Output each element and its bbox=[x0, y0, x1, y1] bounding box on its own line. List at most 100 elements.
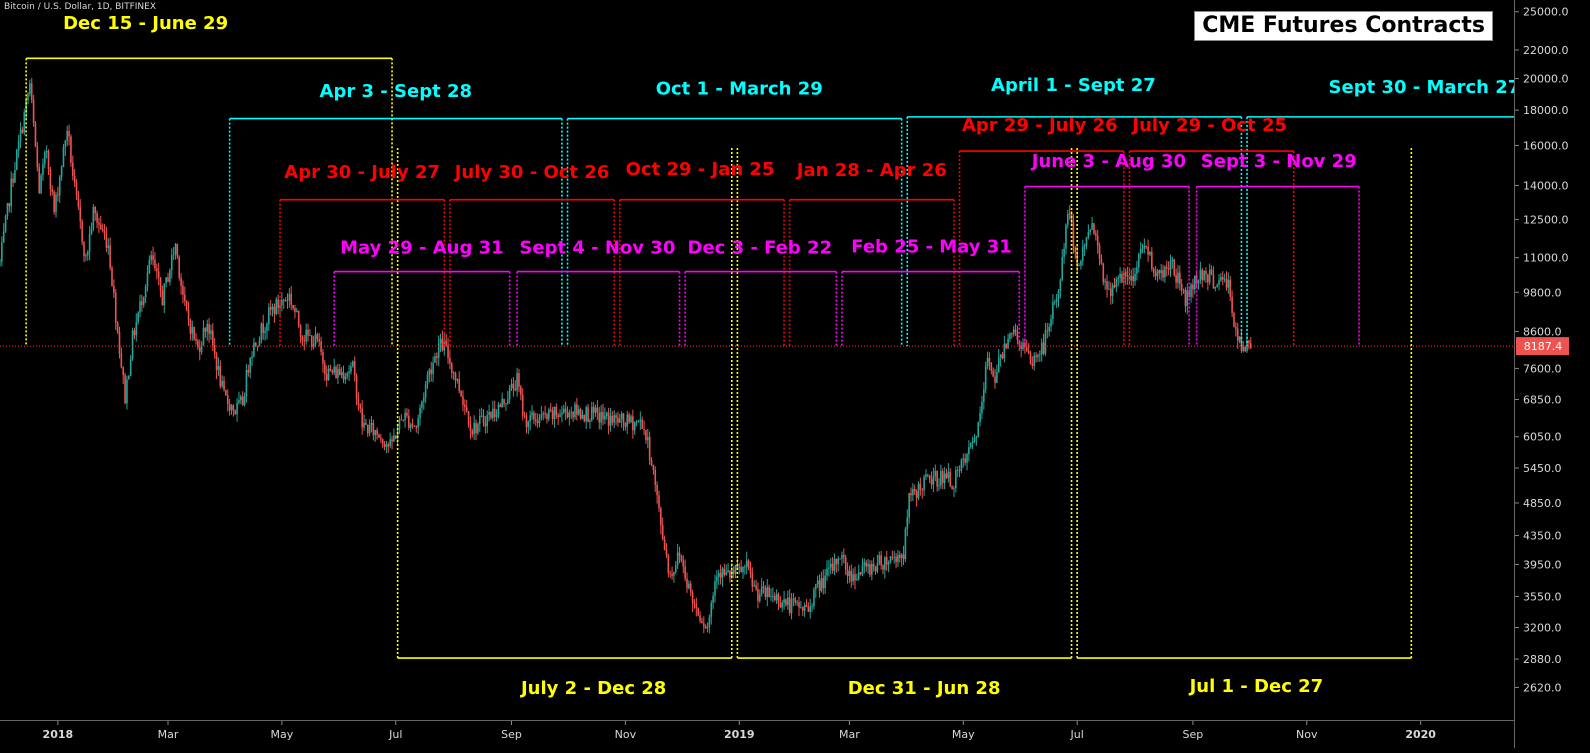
candle bbox=[40, 173, 42, 195]
candle bbox=[68, 124, 70, 146]
candle bbox=[253, 337, 255, 358]
candle bbox=[137, 311, 139, 325]
candle bbox=[79, 198, 82, 230]
candle bbox=[1147, 239, 1149, 263]
candle bbox=[486, 410, 489, 434]
candle bbox=[72, 155, 74, 181]
time-tick-label: May bbox=[271, 728, 294, 741]
candle bbox=[570, 406, 573, 420]
candle bbox=[256, 345, 259, 352]
candle bbox=[633, 421, 636, 435]
candle bbox=[594, 404, 597, 417]
candle bbox=[921, 487, 924, 499]
candle bbox=[811, 603, 813, 612]
candle bbox=[889, 555, 892, 564]
candle bbox=[62, 143, 65, 168]
candle bbox=[1156, 268, 1159, 282]
candle bbox=[210, 324, 212, 341]
candle bbox=[645, 429, 647, 444]
candle bbox=[318, 332, 321, 347]
candle bbox=[96, 210, 98, 229]
candle bbox=[697, 607, 699, 617]
candle bbox=[818, 574, 821, 598]
candle bbox=[757, 582, 759, 609]
candle bbox=[988, 352, 991, 371]
candle bbox=[191, 320, 194, 341]
candle bbox=[353, 356, 356, 382]
candle bbox=[167, 272, 169, 283]
candle bbox=[271, 303, 274, 317]
contract-label: Sept 3 - Nov 29 bbox=[1201, 151, 1357, 172]
price-tick-label: 25000.0 bbox=[1523, 6, 1569, 19]
candle bbox=[245, 364, 248, 403]
candle bbox=[533, 410, 535, 425]
candle bbox=[38, 163, 41, 194]
candle bbox=[624, 422, 627, 431]
candle bbox=[523, 411, 526, 419]
candle bbox=[1089, 228, 1092, 236]
candle bbox=[1022, 338, 1024, 352]
candle bbox=[559, 409, 561, 418]
candles-layer bbox=[0, 78, 1252, 634]
candle bbox=[673, 571, 675, 583]
contract-bracket-magenta bbox=[1024, 185, 1190, 347]
candle bbox=[501, 392, 503, 408]
candle bbox=[564, 401, 567, 421]
contract-label: July 29 - Oct 25 bbox=[1130, 115, 1287, 136]
candle bbox=[1009, 332, 1011, 343]
candle bbox=[36, 141, 39, 172]
candle bbox=[430, 361, 433, 382]
contract-label: Sept 30 - March 27 bbox=[1329, 77, 1521, 98]
candle bbox=[359, 403, 362, 413]
price-tick-label: 20000.0 bbox=[1523, 73, 1569, 86]
candle bbox=[897, 549, 899, 567]
candle bbox=[92, 203, 95, 232]
candle bbox=[374, 429, 377, 442]
candle bbox=[1001, 351, 1004, 360]
candle bbox=[243, 392, 246, 407]
price-axis[interactable]: 25000.0 22000.0 20000.0 18000.0 16000.0 14000… bbox=[1514, 0, 1590, 748]
candle bbox=[859, 572, 862, 576]
candle bbox=[652, 464, 655, 475]
contract-bracket-red bbox=[958, 150, 1125, 347]
candle bbox=[551, 406, 554, 425]
contract-label: Feb 25 - May 31 bbox=[851, 236, 1012, 257]
candle bbox=[352, 360, 354, 368]
candle bbox=[1087, 224, 1090, 240]
candle bbox=[1039, 350, 1041, 363]
candle bbox=[1143, 238, 1146, 254]
candle bbox=[90, 222, 93, 236]
candle bbox=[932, 467, 935, 493]
candle bbox=[258, 336, 261, 347]
candle bbox=[540, 405, 543, 421]
candle bbox=[77, 190, 80, 211]
candle bbox=[1108, 281, 1110, 291]
candle bbox=[344, 373, 347, 385]
candle bbox=[759, 589, 761, 603]
candle bbox=[734, 564, 737, 579]
candle bbox=[120, 347, 123, 369]
candle bbox=[962, 453, 965, 468]
candle bbox=[409, 422, 412, 433]
candle bbox=[64, 139, 67, 157]
candle bbox=[380, 433, 382, 443]
price-tick-label: 2880.0 bbox=[1523, 653, 1562, 666]
candle bbox=[794, 596, 797, 606]
candle bbox=[1225, 271, 1228, 291]
candle bbox=[826, 560, 828, 581]
candle bbox=[1106, 274, 1108, 298]
candle bbox=[781, 600, 784, 613]
current-price-tag bbox=[1516, 337, 1569, 356]
candle bbox=[126, 375, 128, 410]
candle bbox=[618, 413, 621, 424]
candle bbox=[421, 400, 423, 414]
candle bbox=[417, 414, 419, 435]
candle bbox=[327, 364, 330, 381]
candle bbox=[574, 401, 576, 420]
candle bbox=[919, 477, 922, 496]
candle bbox=[1248, 339, 1250, 350]
candle bbox=[58, 175, 61, 203]
time-axis[interactable]: 2018 Mar May Jul Sep Nov 2019 Mar May Jul Sep Nov 20… bbox=[0, 720, 1514, 749]
candle bbox=[566, 406, 569, 419]
